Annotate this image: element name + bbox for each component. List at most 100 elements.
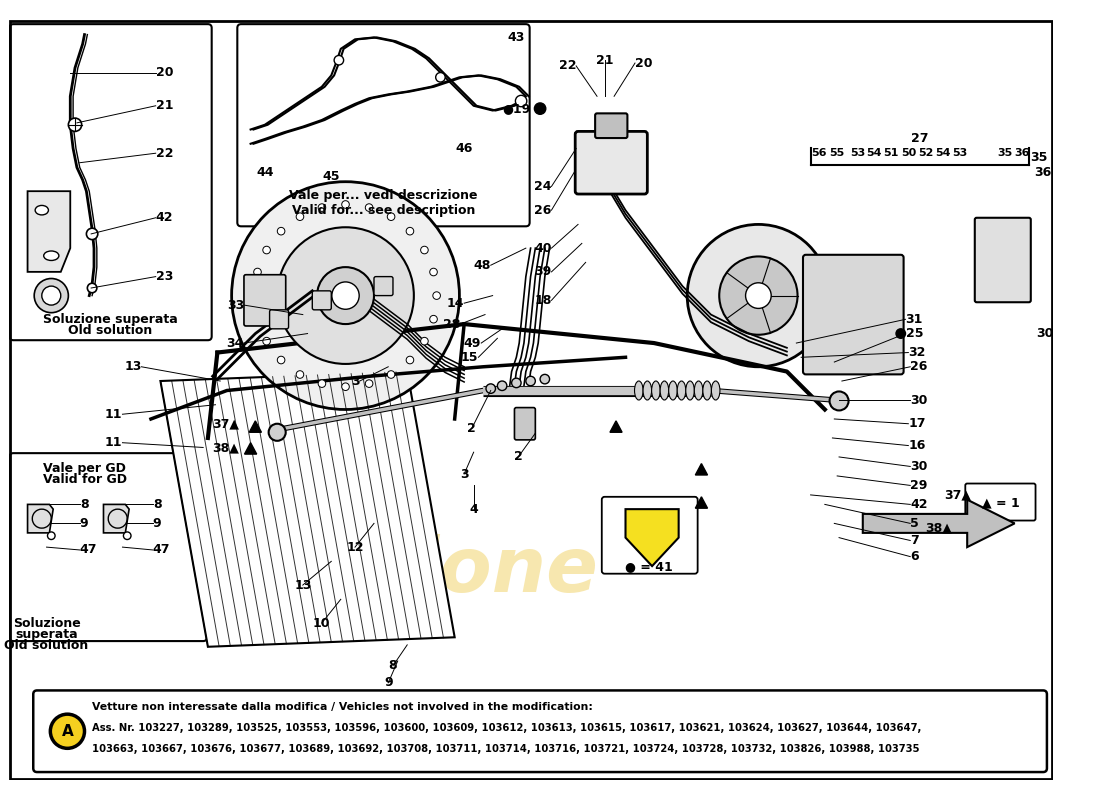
Text: 24: 24: [534, 180, 551, 193]
Text: 53: 53: [952, 148, 967, 158]
Polygon shape: [862, 500, 1014, 547]
Text: 43: 43: [508, 31, 525, 44]
Circle shape: [535, 103, 546, 114]
Text: Ass. Nr. 103227, 103289, 103525, 103553, 103596, 103600, 103609, 103612, 103613,: Ass. Nr. 103227, 103289, 103525, 103553,…: [92, 723, 922, 734]
Text: 42: 42: [910, 498, 927, 511]
Circle shape: [516, 95, 527, 106]
Text: 21: 21: [596, 54, 614, 66]
Text: 8: 8: [80, 498, 88, 511]
FancyBboxPatch shape: [803, 254, 903, 374]
Text: 52: 52: [917, 148, 933, 158]
Ellipse shape: [651, 381, 660, 400]
Text: 22: 22: [559, 59, 576, 73]
Circle shape: [342, 383, 350, 390]
Text: 50: 50: [901, 148, 916, 158]
Circle shape: [318, 204, 326, 211]
Polygon shape: [28, 505, 53, 533]
Text: 25: 25: [905, 327, 923, 340]
Ellipse shape: [712, 381, 719, 400]
Text: 11: 11: [104, 408, 122, 421]
Text: 36: 36: [1034, 166, 1052, 178]
Circle shape: [432, 292, 440, 299]
Text: 5: 5: [910, 517, 918, 530]
Text: 55: 55: [829, 148, 845, 158]
Text: 48: 48: [473, 258, 491, 272]
Polygon shape: [695, 463, 707, 475]
Circle shape: [51, 714, 85, 748]
Circle shape: [296, 213, 304, 221]
Text: 12: 12: [346, 541, 364, 554]
Polygon shape: [103, 505, 129, 533]
Circle shape: [430, 268, 438, 276]
Circle shape: [277, 227, 414, 364]
FancyBboxPatch shape: [312, 291, 331, 310]
Text: 13: 13: [294, 578, 311, 591]
Text: 8: 8: [388, 659, 397, 672]
Circle shape: [277, 227, 285, 235]
Circle shape: [688, 225, 829, 366]
Circle shape: [254, 268, 262, 276]
Text: 37▲: 37▲: [944, 489, 971, 502]
Polygon shape: [609, 421, 623, 432]
Polygon shape: [244, 442, 256, 454]
FancyBboxPatch shape: [966, 483, 1035, 521]
FancyBboxPatch shape: [575, 131, 647, 194]
FancyBboxPatch shape: [244, 274, 286, 326]
FancyBboxPatch shape: [602, 497, 697, 574]
Text: 37▲: 37▲: [212, 418, 240, 430]
Text: 17: 17: [909, 418, 926, 430]
Text: 51: 51: [883, 148, 899, 158]
Text: 38▲: 38▲: [925, 522, 953, 534]
Text: 45: 45: [322, 170, 340, 183]
Circle shape: [332, 282, 360, 310]
FancyBboxPatch shape: [270, 310, 288, 329]
Text: 54: 54: [867, 148, 882, 158]
Text: 13: 13: [124, 360, 142, 374]
Circle shape: [365, 380, 373, 387]
Circle shape: [387, 213, 395, 221]
Text: 9: 9: [80, 517, 88, 530]
Text: ● = 41: ● = 41: [626, 559, 673, 573]
Text: 103663, 103667, 103676, 103677, 103689, 103692, 103708, 103711, 103714, 103716, : 103663, 103667, 103676, 103677, 103689, …: [92, 744, 920, 754]
Circle shape: [342, 201, 350, 208]
Polygon shape: [250, 421, 262, 432]
Circle shape: [540, 374, 550, 384]
FancyBboxPatch shape: [374, 277, 393, 295]
Circle shape: [42, 286, 60, 305]
FancyBboxPatch shape: [238, 24, 529, 226]
Circle shape: [123, 532, 131, 539]
Circle shape: [719, 257, 797, 334]
Ellipse shape: [694, 381, 703, 400]
Circle shape: [87, 283, 97, 293]
Text: 6: 6: [910, 550, 918, 563]
Text: Vetture non interessate dalla modifica / Vehicles not involved in the modificati: Vetture non interessate dalla modifica /…: [92, 702, 593, 711]
Text: 46: 46: [455, 142, 473, 155]
Text: 32: 32: [909, 346, 926, 359]
Text: 30: 30: [910, 394, 927, 406]
Text: passione: passione: [217, 534, 598, 608]
Circle shape: [334, 55, 343, 65]
Circle shape: [68, 118, 81, 131]
Ellipse shape: [44, 251, 59, 261]
Text: 3: 3: [351, 374, 360, 387]
FancyBboxPatch shape: [515, 407, 536, 440]
Circle shape: [277, 356, 285, 364]
FancyBboxPatch shape: [595, 114, 627, 138]
Circle shape: [87, 228, 98, 239]
Text: 56: 56: [812, 148, 827, 158]
Circle shape: [365, 204, 373, 211]
Circle shape: [406, 227, 414, 235]
Text: 23: 23: [156, 270, 173, 283]
Ellipse shape: [35, 206, 48, 215]
Text: 44: 44: [256, 166, 274, 178]
Circle shape: [497, 381, 507, 390]
Text: 47: 47: [153, 543, 170, 557]
Text: 18: 18: [535, 294, 551, 307]
Text: 2: 2: [514, 450, 522, 463]
Text: 7: 7: [910, 534, 918, 547]
Text: 38▲: 38▲: [212, 441, 240, 454]
Text: 4: 4: [470, 502, 478, 516]
Circle shape: [296, 370, 304, 378]
Polygon shape: [28, 191, 70, 272]
Circle shape: [268, 424, 286, 441]
